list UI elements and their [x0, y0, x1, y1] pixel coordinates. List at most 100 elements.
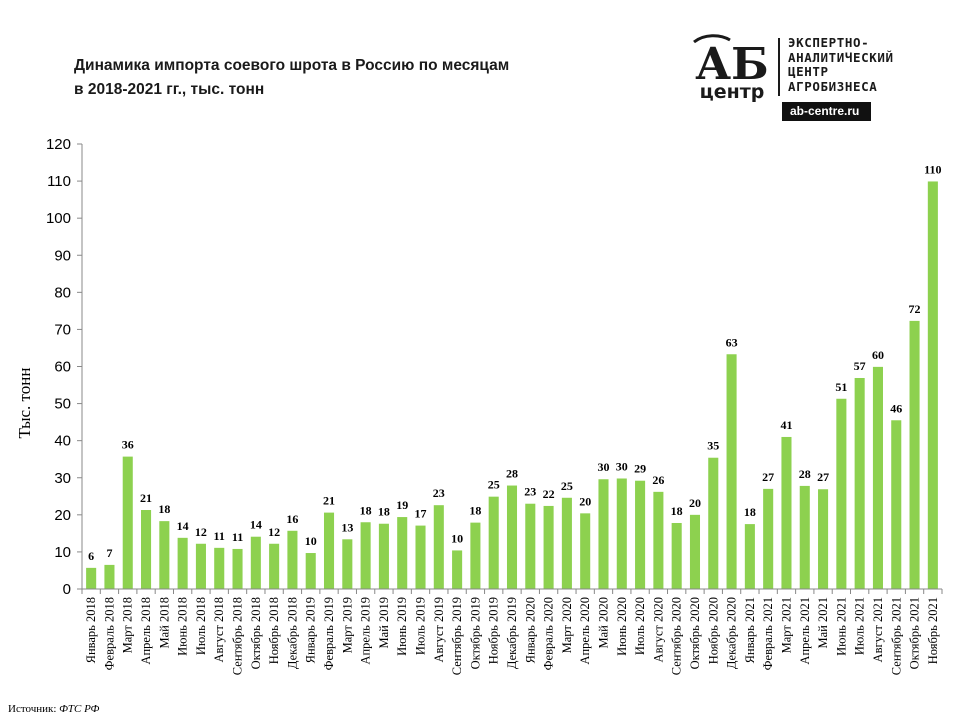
- bar: [306, 553, 316, 589]
- x-tick-label: Декабрь 2018: [285, 597, 299, 669]
- bar: [415, 526, 425, 589]
- bar: [507, 486, 517, 589]
- x-tick-label: Май 2019: [377, 597, 391, 648]
- x-tick-label: Июль 2019: [414, 597, 428, 655]
- data-label: 22: [543, 487, 555, 501]
- bar: [544, 506, 554, 589]
- x-tick-label: Февраль 2020: [542, 597, 556, 670]
- x-tick-label: Март 2018: [121, 597, 135, 653]
- data-label: 7: [106, 546, 112, 560]
- data-label: 27: [762, 470, 774, 484]
- bar: [379, 524, 389, 589]
- data-label: 11: [232, 530, 243, 544]
- x-tick-label: Январь 2021: [743, 597, 757, 663]
- bar: [434, 505, 444, 589]
- x-tick-label: Сентябрь 2019: [450, 597, 464, 675]
- x-tick-label: Июнь 2019: [395, 597, 409, 656]
- data-label: 14: [250, 518, 262, 532]
- data-label: 18: [744, 505, 756, 519]
- bar: [800, 486, 810, 589]
- x-tick-label: Август 2018: [212, 597, 226, 662]
- data-label: 20: [689, 496, 701, 510]
- bar: [489, 497, 499, 589]
- y-tick-label: 50: [54, 396, 71, 413]
- source-note: Источник: ФТС РФ: [8, 703, 99, 715]
- x-tick-label: Январь 2018: [84, 597, 98, 663]
- bar: [342, 539, 352, 589]
- x-tick-label: Февраль 2021: [761, 597, 775, 670]
- x-tick-label: Октябрь 2018: [249, 597, 263, 669]
- data-label: 19: [396, 498, 408, 512]
- y-tick-label: 70: [54, 321, 71, 338]
- data-label: 110: [924, 162, 941, 176]
- bar: [653, 492, 663, 589]
- bar: [672, 523, 682, 589]
- data-label: 41: [780, 418, 792, 432]
- data-label: 11: [214, 529, 225, 543]
- data-label: 21: [140, 491, 152, 505]
- bar: [617, 478, 627, 589]
- x-tick-label: Октябрь 2021: [908, 597, 922, 669]
- data-label: 10: [305, 534, 317, 548]
- x-tick-label: Март 2019: [340, 597, 354, 653]
- data-label: 63: [726, 335, 738, 349]
- y-tick-label: 100: [46, 210, 71, 227]
- bar: [324, 513, 334, 589]
- bar: [635, 481, 645, 589]
- bar: [269, 544, 279, 589]
- bar: [818, 489, 828, 589]
- bar: [562, 498, 572, 589]
- bar: [287, 531, 297, 589]
- x-tick-label: Сентябрь 2021: [889, 597, 903, 675]
- y-tick-label: 30: [54, 470, 71, 487]
- x-tick-label: Май 2020: [596, 597, 610, 648]
- x-tick-label: Ноябрь 2020: [706, 597, 720, 664]
- data-label: 51: [835, 380, 847, 394]
- source-value: ФТС РФ: [59, 703, 99, 715]
- bar: [196, 544, 206, 589]
- data-label: 28: [799, 467, 811, 481]
- x-tick-label: Июнь 2021: [834, 597, 848, 656]
- x-tick-label: Июль 2021: [853, 597, 867, 655]
- source-label: Источник:: [8, 703, 56, 715]
- bar: [855, 378, 865, 589]
- x-tick-label: Март 2021: [779, 597, 793, 653]
- bar: [580, 513, 590, 589]
- y-tick-label: 0: [63, 581, 71, 598]
- data-label: 18: [360, 503, 372, 517]
- data-label: 18: [378, 505, 390, 519]
- bar: [708, 458, 718, 589]
- bar: [836, 399, 846, 589]
- bar: [214, 548, 224, 589]
- data-label: 30: [616, 459, 628, 473]
- x-tick-label: Май 2021: [816, 597, 830, 648]
- data-label: 17: [415, 507, 427, 521]
- bar: [763, 489, 773, 589]
- bar: [361, 522, 371, 589]
- bar: [690, 515, 700, 589]
- data-label: 23: [433, 486, 445, 500]
- data-label: 29: [634, 462, 646, 476]
- bar: [86, 568, 96, 589]
- bar: [178, 538, 188, 589]
- x-tick-label: Ноябрь 2018: [267, 597, 281, 664]
- bar: [251, 537, 261, 589]
- bar: [727, 354, 737, 589]
- x-tick-label: Июнь 2018: [176, 597, 190, 656]
- x-tick-label: Октябрь 2019: [468, 597, 482, 669]
- bar: [891, 420, 901, 589]
- bar: [141, 510, 151, 589]
- data-label: 13: [341, 520, 353, 534]
- data-label: 27: [817, 470, 829, 484]
- data-label: 36: [122, 438, 134, 452]
- x-tick-label: Январь 2020: [523, 597, 537, 663]
- bar: [233, 549, 243, 589]
- x-tick-label: Октябрь 2020: [688, 597, 702, 669]
- data-label: 35: [707, 439, 719, 453]
- x-tick-label: Май 2018: [157, 597, 171, 648]
- data-label: 18: [469, 504, 481, 518]
- x-tick-label: Апрель 2018: [139, 597, 153, 665]
- x-tick-label: Декабрь 2019: [505, 597, 519, 669]
- x-tick-label: Февраль 2019: [322, 597, 336, 670]
